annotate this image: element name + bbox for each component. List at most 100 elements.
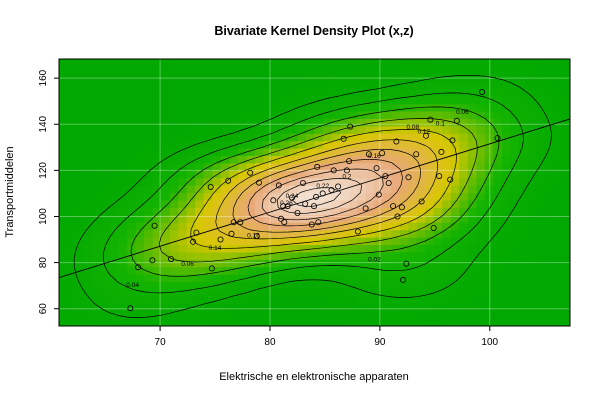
data-point <box>382 173 389 180</box>
regression-line <box>59 118 570 279</box>
scatter-points <box>127 89 501 312</box>
contour-label: 0.22 <box>316 183 329 190</box>
data-point <box>427 116 434 123</box>
data-point <box>346 158 353 165</box>
data-point <box>362 205 369 212</box>
data-point <box>294 209 301 216</box>
data-point <box>393 138 400 145</box>
data-point <box>373 165 380 172</box>
data-point <box>308 221 315 228</box>
data-point <box>413 151 420 158</box>
contour-line <box>215 139 438 240</box>
data-point <box>193 229 200 236</box>
contour-line <box>232 148 421 233</box>
data-point <box>288 194 295 201</box>
chart-title: Bivariate Kernel Density Plot (x,z) <box>214 24 413 38</box>
data-point <box>253 233 260 240</box>
contour-line <box>102 92 524 294</box>
x-tick-label: 90 <box>374 337 386 348</box>
data-point <box>217 236 224 243</box>
data-point <box>390 203 397 210</box>
contour-line <box>291 187 342 208</box>
data-point <box>453 117 460 124</box>
data-point <box>479 89 486 96</box>
contour-label: 0.04 <box>126 282 139 289</box>
data-point <box>302 200 309 207</box>
regression-layer <box>59 118 570 279</box>
contour-label: 0.02 <box>368 257 381 264</box>
y-tick-label: 140 <box>38 115 49 132</box>
contour-line <box>276 178 363 214</box>
contour-line <box>158 118 478 263</box>
contour-label: 0.16 <box>247 232 260 239</box>
data-point <box>310 203 317 210</box>
data-point <box>313 193 320 200</box>
data-point <box>449 137 456 144</box>
y-axis: 60 80 100 120 140 160 <box>38 69 59 314</box>
y-axis-label: Transportmiddelen <box>4 146 16 237</box>
data-point <box>430 224 437 231</box>
x-axis-label: Elektrische en elektronische apparaten <box>219 371 409 383</box>
data-point <box>230 219 237 226</box>
contour-line <box>130 106 500 277</box>
data-point <box>330 167 337 174</box>
contour-label: 0.06 <box>181 261 194 268</box>
contour-label: 0.08 <box>407 124 420 131</box>
data-point <box>275 182 282 189</box>
data-point <box>447 176 454 183</box>
y-tick-label: 120 <box>38 162 49 179</box>
x-tick-label: 70 <box>155 337 167 348</box>
data-point <box>270 197 277 204</box>
data-point <box>335 183 342 190</box>
data-point <box>340 135 347 142</box>
data-point <box>207 183 214 190</box>
contour-label: 0.06 <box>456 109 469 116</box>
data-point <box>399 276 406 283</box>
data-point <box>299 179 306 186</box>
density-surface <box>59 59 570 326</box>
y-tick-label: 80 <box>38 257 49 269</box>
data-point <box>365 151 372 158</box>
data-point <box>314 163 321 170</box>
contour-line <box>261 168 384 221</box>
data-point <box>379 150 386 157</box>
plot-border <box>58 58 571 327</box>
data-point <box>135 264 142 271</box>
data-point <box>149 257 156 264</box>
data-point <box>228 230 235 237</box>
data-point <box>208 265 215 272</box>
contour-label: 0.12 <box>418 129 431 136</box>
data-point <box>354 228 361 235</box>
y-tick-label: 100 <box>38 208 49 225</box>
contour-line <box>247 159 403 227</box>
data-point <box>403 260 410 267</box>
data-point <box>151 222 158 229</box>
data-point <box>398 204 405 211</box>
data-point <box>343 167 350 174</box>
data-point <box>405 174 412 181</box>
data-point <box>237 219 244 226</box>
data-point <box>225 177 232 184</box>
data-point <box>422 132 429 139</box>
x-tick-label: 100 <box>481 337 498 348</box>
data-point <box>168 256 175 263</box>
contour-label: 0.16 <box>368 153 381 160</box>
x-tick-label: 80 <box>264 337 276 348</box>
contour-line <box>73 74 552 318</box>
data-point <box>375 191 382 198</box>
data-point <box>494 135 501 142</box>
data-point <box>385 179 392 186</box>
contour-line <box>190 129 457 249</box>
contour-label: 0.14 <box>209 245 222 252</box>
data-point <box>394 213 401 220</box>
data-point <box>438 148 445 155</box>
contour-lines <box>73 74 552 318</box>
data-point <box>347 123 354 130</box>
data-point <box>190 238 197 245</box>
contour-label: 0.24 <box>286 193 299 200</box>
data-point <box>255 179 262 186</box>
grid-lines <box>59 59 570 326</box>
data-point <box>284 203 291 210</box>
